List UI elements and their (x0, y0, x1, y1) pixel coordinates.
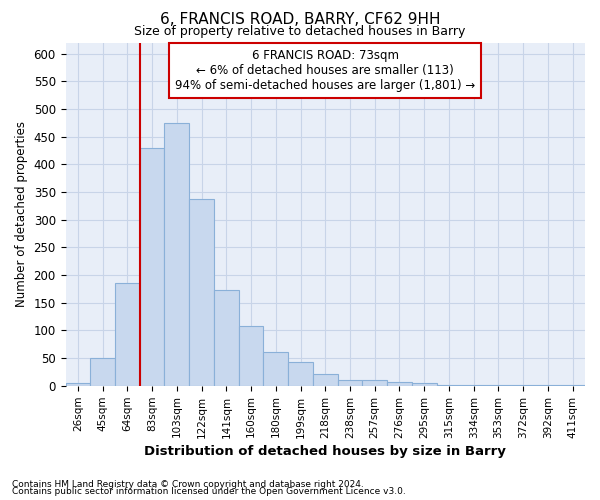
Bar (189, 199, 214, 386)
Text: Contains HM Land Registry data © Crown copyright and database right 2024.: Contains HM Land Registry data © Crown c… (12, 480, 364, 489)
Bar (90, 358, 115, 386)
X-axis label: Distribution of detached houses by size in Barry: Distribution of detached houses by size … (145, 444, 506, 458)
Bar (263, 352, 288, 386)
Bar (288, 362, 313, 386)
Text: 6 FRANCIS ROAD: 73sqm
← 6% of detached houses are smaller (113)
94% of semi-deta: 6 FRANCIS ROAD: 73sqm ← 6% of detached h… (175, 50, 475, 92)
Bar (461, 384, 486, 386)
Text: Contains public sector information licensed under the Open Government Licence v3: Contains public sector information licen… (12, 488, 406, 496)
Bar (338, 380, 362, 386)
Bar (387, 382, 412, 386)
Text: 6, FRANCIS ROAD, BARRY, CF62 9HH: 6, FRANCIS ROAD, BARRY, CF62 9HH (160, 12, 440, 28)
Y-axis label: Number of detached properties: Number of detached properties (15, 121, 28, 307)
Text: Size of property relative to detached houses in Barry: Size of property relative to detached ho… (134, 25, 466, 38)
Bar (140, 148, 164, 386)
Bar (486, 385, 511, 386)
Bar (412, 383, 437, 386)
Bar (511, 385, 536, 386)
Bar (313, 374, 338, 386)
Bar (65, 383, 90, 386)
Bar (437, 384, 461, 386)
Bar (536, 385, 560, 386)
Bar (214, 290, 239, 386)
Bar (362, 380, 387, 386)
Bar (239, 326, 263, 386)
Bar (164, 123, 189, 386)
Bar (560, 385, 585, 386)
Bar (115, 284, 140, 386)
